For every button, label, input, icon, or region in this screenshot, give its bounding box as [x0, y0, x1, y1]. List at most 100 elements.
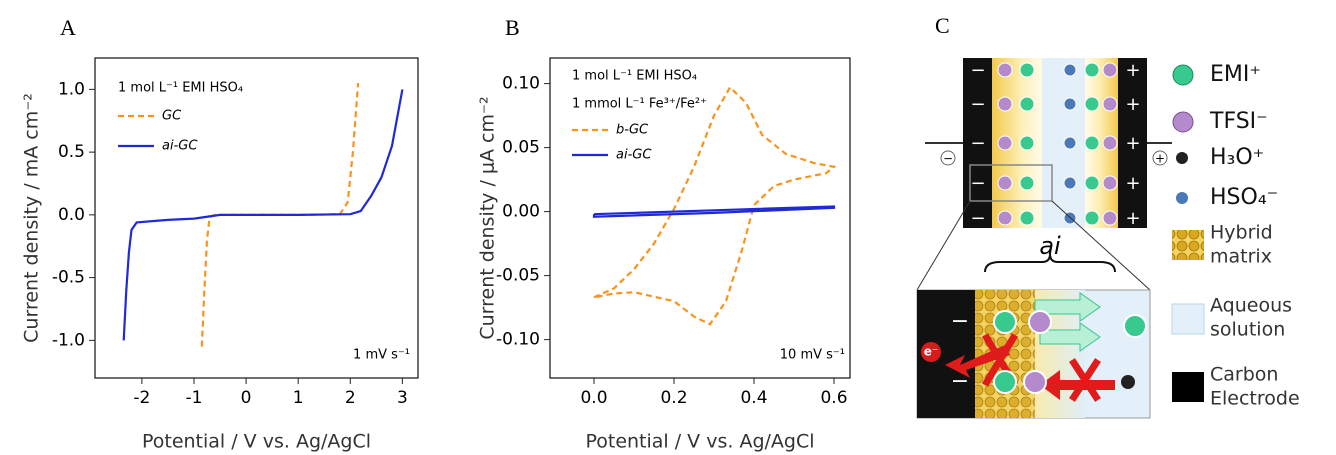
terminal: [1152, 150, 1168, 166]
anion: [1102, 175, 1118, 191]
cation: [1019, 175, 1035, 191]
y-tick-label: -1.0: [52, 330, 85, 350]
x-tick-label: 0.0: [580, 388, 607, 408]
condition: 1 mol L⁻¹ EMI HSO₄: [572, 69, 697, 84]
legend-icon: [1171, 303, 1205, 335]
legend-icon: [1172, 230, 1204, 260]
hso4: [1063, 97, 1077, 111]
cation: [1084, 175, 1100, 191]
cation: [1084, 62, 1100, 78]
electrode: [1118, 58, 1147, 228]
terminal-sign: −: [943, 152, 953, 166]
x-axis-label: Potential / V vs. Ag/AgCl: [585, 431, 814, 453]
x-tick-label: 1: [293, 388, 304, 408]
diagram: C − + − + − + − + − + − + ai − − e⁻ EMI⁺ TFSI⁻ H₃O⁺…: [916, 13, 1300, 419]
sign: −: [970, 94, 985, 115]
zoom-line: [916, 200, 971, 291]
x-tick-label: 2: [345, 388, 356, 408]
zoom-line: [1051, 200, 1151, 291]
legend-label: ai-GC: [616, 148, 652, 163]
x-tick-label: 0.4: [740, 388, 767, 408]
legend-icon: [1172, 64, 1194, 86]
cation: [1084, 210, 1100, 226]
brace: [984, 253, 1116, 273]
legend-label: EMI⁺: [1210, 62, 1261, 87]
cation: [1123, 314, 1147, 338]
legend-label: GC: [162, 109, 182, 124]
electrode: [963, 58, 992, 228]
sign: −: [951, 369, 969, 394]
legend-label: HSO₄⁻: [1210, 185, 1278, 210]
x-tick-label: 0: [241, 388, 252, 408]
sign: +: [1125, 60, 1140, 81]
sign: −: [951, 309, 969, 334]
anion: [997, 175, 1013, 191]
sign: −: [970, 208, 985, 229]
y-tick-label: 0.00: [502, 202, 540, 222]
arrow: [1039, 322, 1101, 352]
anion: [997, 210, 1013, 226]
y-tick-label: 0.0: [58, 205, 85, 225]
y-tick-label: -0.05: [496, 266, 540, 286]
hso4: [1063, 176, 1077, 190]
cross: [1069, 358, 1101, 402]
sign: −: [970, 60, 985, 81]
terminal: [940, 150, 956, 166]
legend-label: H₃O⁺: [1210, 145, 1264, 170]
series-line: [200, 83, 360, 347]
legend-label: Hybrid: [1210, 222, 1273, 244]
region-label: ai: [1039, 232, 1061, 260]
scan-rate: 1 mV s⁻¹: [353, 348, 410, 363]
ions: − + − + − + − + − +: [970, 60, 1140, 229]
legend-label: solution: [1210, 319, 1285, 341]
scan-rate: 10 mV s⁻¹: [780, 348, 845, 363]
series-line: [593, 85, 837, 326]
cation: [1019, 96, 1035, 112]
panel-label: A: [60, 15, 76, 40]
cation: [1019, 210, 1035, 226]
x-tick-label: -2: [133, 388, 150, 408]
legend-icon: [1172, 372, 1204, 402]
x-tick-label: 3: [397, 388, 408, 408]
electron-label: e⁻: [924, 345, 938, 359]
anion: [1102, 96, 1118, 112]
legend-label: Electrode: [1210, 388, 1300, 410]
sign: +: [1125, 208, 1140, 229]
series-line: [122, 89, 404, 341]
legend-label: ai-GC: [162, 139, 198, 154]
anion: [1102, 210, 1118, 226]
sign: +: [1125, 133, 1140, 154]
terminal-sign: +: [1155, 152, 1165, 166]
electron-icon: [921, 342, 941, 362]
condition: 1 mol L⁻¹ EMI HSO₄: [118, 81, 243, 96]
legend-label: matrix: [1210, 246, 1272, 268]
anion: [997, 135, 1013, 151]
x-tick-label: 0.2: [660, 388, 687, 408]
y-tick-label: 1.0: [58, 79, 85, 99]
panel-label: C: [935, 13, 950, 38]
x-axis-label: Potential / V vs. Ag/AgCl: [142, 431, 371, 453]
legend-label: Carbon: [1210, 364, 1278, 386]
legend-label: b-GC: [616, 123, 649, 138]
hydronium: [1121, 375, 1135, 389]
sign: +: [1125, 173, 1140, 194]
cation: [993, 310, 1017, 334]
anion: [997, 62, 1013, 78]
panel-label: B: [505, 15, 520, 40]
anion: [1102, 62, 1118, 78]
cation: [1084, 135, 1100, 151]
series-line: [592, 205, 836, 218]
legend-icon: [1176, 152, 1188, 164]
plot-frame: [94, 57, 419, 379]
y-tick-label: 0.10: [502, 74, 540, 94]
condition: 1 mmol L⁻¹ Fe³⁺/Fe²⁺: [572, 97, 707, 112]
anion: [1028, 310, 1052, 334]
y-tick-label: -0.5: [52, 268, 85, 288]
arrow-blocked: [1040, 370, 1115, 400]
legend-label: Aqueous: [1210, 295, 1292, 317]
anion: [997, 96, 1013, 112]
cation: [1019, 135, 1035, 151]
cation: [1084, 96, 1100, 112]
